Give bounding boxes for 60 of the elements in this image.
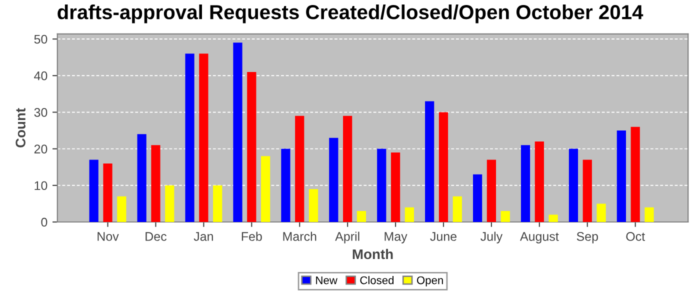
y-tick-label: 30	[34, 108, 48, 117]
bar	[616, 130, 626, 222]
bar	[438, 112, 448, 222]
bar	[534, 141, 544, 222]
bar	[281, 148, 290, 222]
bar	[596, 204, 606, 222]
bar	[644, 207, 654, 222]
x-axis-title: Month	[352, 248, 393, 260]
bar	[356, 211, 366, 222]
legend-label: Closed	[360, 276, 394, 284]
bar	[103, 163, 112, 222]
x-tick-label: Oct	[626, 232, 645, 241]
bar	[425, 101, 434, 222]
bar	[582, 160, 592, 222]
bar	[343, 116, 352, 222]
x-tick-label: August	[520, 232, 559, 244]
bar	[89, 160, 98, 222]
bar	[500, 211, 510, 222]
bar	[520, 145, 530, 222]
x-tick-label: Jan	[194, 232, 213, 241]
bar	[329, 138, 338, 222]
y-tick-label: 0	[41, 218, 48, 227]
bar	[548, 214, 558, 222]
y-tick-label: 40	[34, 71, 48, 80]
x-tick-label: Dec	[146, 232, 167, 241]
bar	[233, 42, 242, 222]
bar	[165, 185, 174, 222]
bar	[213, 185, 222, 222]
bar	[308, 189, 318, 222]
x-tick-label: Feb	[242, 232, 262, 241]
x-tick-label: May	[384, 232, 408, 244]
bar	[261, 156, 270, 222]
bar	[568, 148, 578, 222]
y-tick-label: 20	[34, 144, 48, 154]
bar	[247, 72, 256, 222]
bar	[137, 134, 146, 222]
x-tick-label: June	[430, 232, 456, 241]
y-axis-title: Count	[16, 108, 26, 148]
x-tick-label: Sep	[576, 232, 598, 244]
bar	[630, 126, 640, 222]
y-tick-label: 10	[34, 181, 48, 190]
bar	[185, 54, 194, 222]
bar	[390, 152, 400, 222]
x-tick-label: Nov	[98, 232, 119, 241]
bar	[452, 196, 462, 222]
bar	[295, 116, 304, 222]
legend-label: New	[316, 276, 338, 284]
chart-title: drafts-approval Requests Created/Closed/Open October 2014	[58, 4, 644, 24]
y-tick-label: 50	[34, 34, 48, 44]
bar	[486, 160, 496, 222]
legend-label: Open	[416, 276, 443, 286]
bar	[151, 145, 160, 222]
bar	[377, 148, 386, 222]
x-tick-label: July	[480, 232, 503, 244]
bar	[472, 174, 482, 222]
bar	[117, 196, 126, 222]
x-tick-label: April	[335, 232, 360, 244]
bar	[199, 54, 208, 222]
bar	[404, 207, 414, 222]
x-tick-label: March	[283, 232, 316, 241]
